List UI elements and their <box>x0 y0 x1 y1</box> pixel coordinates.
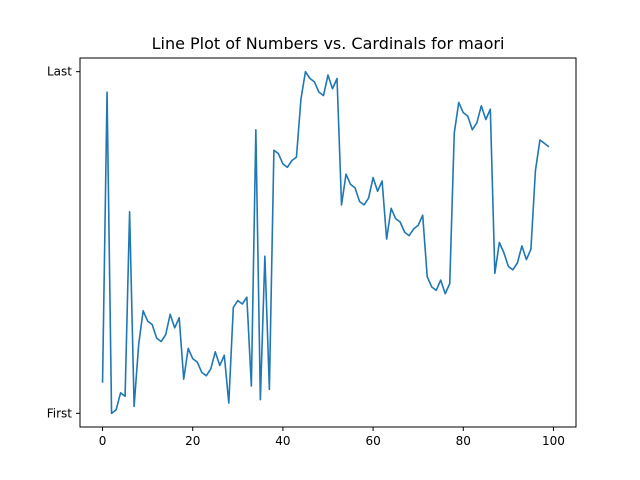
y-tick-label: Last <box>47 65 72 79</box>
x-tick-label: 40 <box>275 434 290 448</box>
x-tick-label: 60 <box>365 434 380 448</box>
x-tick-label: 0 <box>99 434 107 448</box>
chart-title: Line Plot of Numbers vs. Cardinals for m… <box>152 34 505 53</box>
x-tick-label: 100 <box>542 434 565 448</box>
y-tick-label: First <box>47 406 73 420</box>
series-line <box>101 70 550 415</box>
x-tick-label: 20 <box>185 434 200 448</box>
x-tick-label: 80 <box>456 434 471 448</box>
plot-frame <box>79 57 577 428</box>
